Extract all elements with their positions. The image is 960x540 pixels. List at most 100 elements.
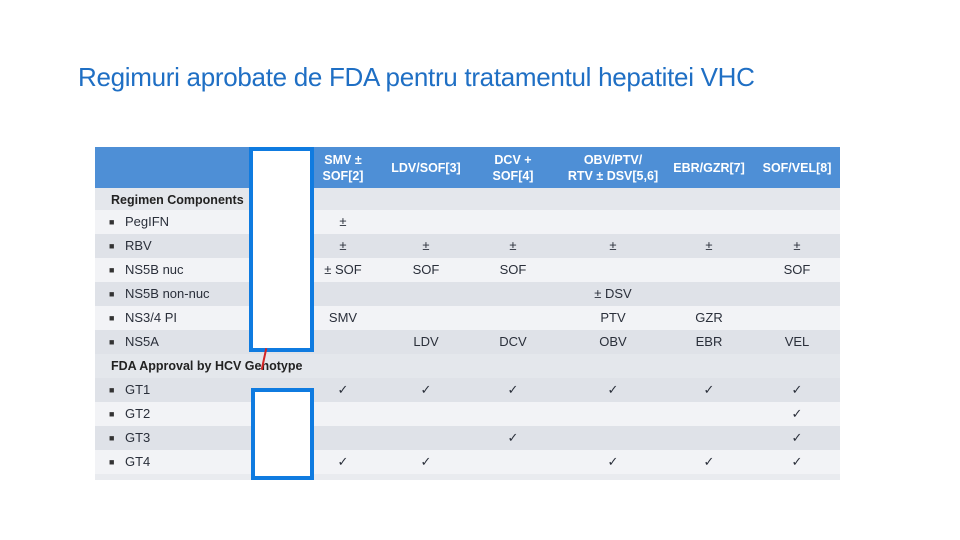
table-cell <box>753 282 841 306</box>
table-cell <box>382 282 470 306</box>
table-cell: ✓ <box>791 382 803 397</box>
table-cell <box>569 426 657 450</box>
row-label-text: NS5B nuc <box>125 262 184 277</box>
table-cell <box>665 188 753 212</box>
row-label-text: GT2 <box>125 406 151 421</box>
bullet-icon: ■ <box>109 289 115 299</box>
table-header-row: SMV ± SOF[2] LDV/SOF[3] DCV + SOF[4] OBV/PT… <box>95 147 840 188</box>
row-label: ■ GT1 <box>109 378 150 402</box>
table-cell <box>382 354 470 378</box>
table-row: ■ NS3/4 PI SMV PTV GZR <box>95 306 840 330</box>
bullet-icon: ■ <box>109 313 115 323</box>
table-cell: ✓ <box>791 454 803 469</box>
table-cell <box>753 306 841 330</box>
hcv-regimens-table: SMV ± SOF[2] LDV/SOF[3] DCV + SOF[4] OBV/PT… <box>95 147 840 480</box>
column-header: EBR/GZR[7] <box>673 160 745 175</box>
table-cell <box>665 402 753 426</box>
table-cell: ± <box>793 238 801 253</box>
table-cell: PTV <box>600 310 626 325</box>
table-cell: ± <box>705 238 713 253</box>
row-label-text: PegIFN <box>125 214 170 229</box>
table-cell <box>665 282 753 306</box>
table-cell <box>469 402 557 426</box>
table-cell <box>382 306 470 330</box>
table-row: ■ PegIFN ± <box>95 210 840 234</box>
table-cell: ± <box>609 238 617 253</box>
table-section-row: FDA Approval by HCV Genotype <box>95 354 840 378</box>
table-cell <box>469 188 557 212</box>
table-cell: GZR <box>695 310 723 325</box>
table-cell: SOF <box>412 262 440 277</box>
table-cell: ✓ <box>420 382 432 397</box>
table-cell: DCV <box>499 334 527 349</box>
table-cell <box>753 354 841 378</box>
table-row: ■ GT4 ✓ ✓ ✓ ✓ ✓ <box>95 450 840 474</box>
table-cell: OBV <box>599 334 627 349</box>
table-cell: VEL <box>784 334 810 349</box>
table-row: ■ NS5A LDV DCV OBV EBR VEL <box>95 330 840 354</box>
table-row: ■ RBV ± ± ± ± ± ± <box>95 234 840 258</box>
row-label-text: GT3 <box>125 430 151 445</box>
table-cell: LDV <box>413 334 439 349</box>
table-cell: EBR <box>695 334 723 349</box>
bullet-icon: ■ <box>109 409 115 419</box>
table-row: ■ GT3 ✓ ✓ <box>95 426 840 450</box>
row-label: ■ GT3 <box>109 426 150 450</box>
table-cell <box>382 210 470 234</box>
column-header: DCV + SOF[4] <box>492 152 534 183</box>
table-cell: ± <box>422 238 430 253</box>
table-cell: ± <box>509 238 517 253</box>
table-cell <box>569 402 657 426</box>
row-label: ■ NS5B nuc <box>109 258 184 282</box>
table-cell: ✓ <box>703 382 715 397</box>
row-label-text: NS3/4 PI <box>125 310 178 325</box>
column-header: LDV/SOF[3] <box>391 160 461 175</box>
row-label: ■ RBV <box>109 234 152 258</box>
row-label-text: GT1 <box>125 382 151 397</box>
bullet-icon: ■ <box>109 217 115 227</box>
table-cell <box>665 426 753 450</box>
bullet-icon: ■ <box>109 241 115 251</box>
table-cell <box>299 354 387 378</box>
table-cell <box>469 282 557 306</box>
table-cell <box>569 258 657 282</box>
row-label: ■ NS5A <box>109 330 159 354</box>
table-row: ■ NS5B nuc ± SOF SOF SOF SOF <box>95 258 840 282</box>
row-label: ■ PegIFN <box>109 210 169 234</box>
table-cell <box>569 188 657 212</box>
row-label: ■ NS5B non-nuc <box>109 282 210 306</box>
row-label: ■ GT2 <box>109 402 150 426</box>
row-label-text: FDA Approval by HCV Genotype <box>111 359 303 373</box>
slide-title: Regimuri aprobate de FDA pentru tratamen… <box>78 62 755 92</box>
table-section-row: Regimen Components <box>95 188 840 212</box>
table-cell <box>569 354 657 378</box>
table-cell: ✓ <box>507 382 519 397</box>
column-header: OBV/PTV/ RTV ± DSV[5,6] <box>567 152 659 183</box>
table-cell <box>382 188 470 212</box>
table-cell: ✓ <box>337 382 349 397</box>
row-label-text: Regimen Components <box>111 193 244 207</box>
blank-overlay-bottom <box>251 388 314 480</box>
row-label-text: GT4 <box>125 454 151 469</box>
table-cell <box>469 210 557 234</box>
table-row: ■ NS5B non-nuc ± DSV <box>95 282 840 306</box>
table-cell <box>665 354 753 378</box>
table-cell <box>469 354 557 378</box>
table-cell <box>753 210 841 234</box>
bullet-icon: ■ <box>109 385 115 395</box>
table-cell <box>665 258 753 282</box>
row-label-text: NS5B non-nuc <box>125 286 210 301</box>
table-cell <box>569 210 657 234</box>
bullet-icon: ■ <box>109 265 115 275</box>
table-cell: ✓ <box>703 454 715 469</box>
row-label-text: RBV <box>125 238 152 253</box>
blank-overlay-top <box>249 147 314 352</box>
row-label: FDA Approval by HCV Genotype <box>111 354 302 378</box>
table-cell <box>665 210 753 234</box>
row-label: ■ NS3/4 PI <box>109 306 177 330</box>
table-cell: ✓ <box>337 454 349 469</box>
table-cell: ✓ <box>420 454 432 469</box>
table-cell: ± <box>339 238 347 253</box>
table-row: ■ GT2 ✓ <box>95 402 840 426</box>
row-label-text: NS5A <box>125 334 159 349</box>
